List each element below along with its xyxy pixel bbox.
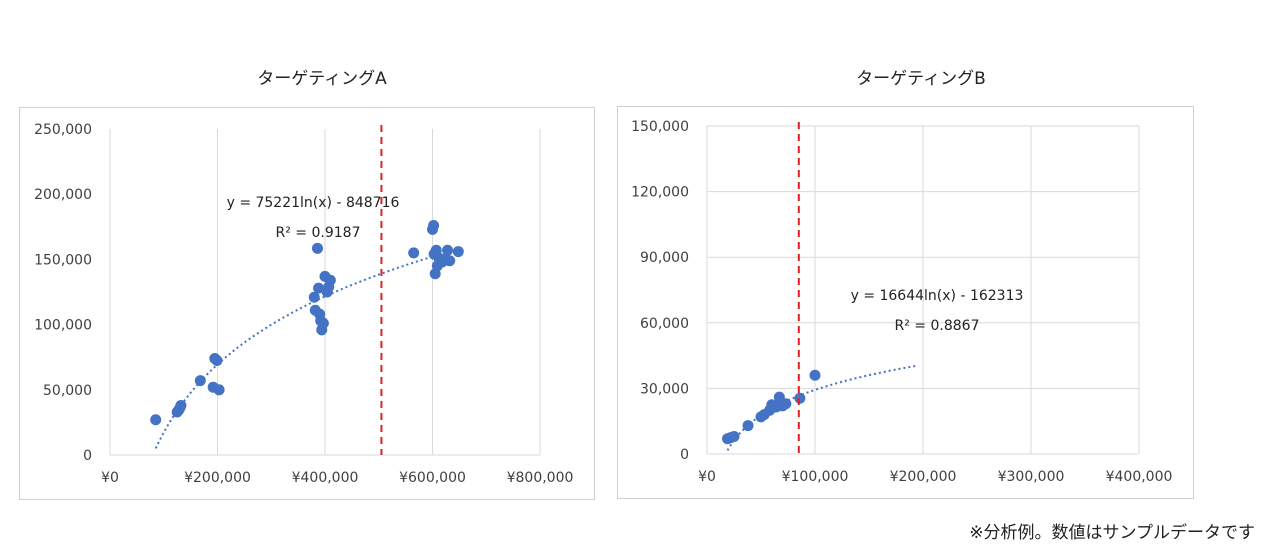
chart-b-data-point [809, 369, 821, 381]
chart-b-y-tick-label: 0 [680, 447, 689, 463]
chart-b-data-point [742, 420, 754, 432]
chart-a-trend-equation: y = 75221ln(x) - 848716 [227, 195, 400, 211]
chart-a-frame [19, 107, 595, 500]
chart-a-data-point [313, 282, 325, 294]
chart-a-data-point [150, 414, 162, 426]
chart-b-frame [617, 106, 1194, 499]
chart-a-data-point [175, 399, 187, 411]
chart-b-y-tick-label: 60,000 [640, 316, 689, 332]
chart-b-data-point [728, 431, 740, 443]
chart-b-x-tick-label: ¥400,000 [1106, 469, 1173, 485]
chart-a-x-tick-label: ¥200,000 [184, 470, 251, 486]
chart-b-x-tick-label: ¥200,000 [890, 469, 957, 485]
chart-a-y-tick-label: 100,000 [34, 318, 92, 334]
chart-b-data-point [794, 392, 806, 404]
chart-a-data-point [428, 219, 440, 231]
chart-a-y-tick-label: 150,000 [34, 252, 92, 268]
chart-a-y-tick-label: 250,000 [34, 122, 92, 138]
chart-b-y-tick-label: 90,000 [640, 250, 689, 266]
chart-a-data-point [311, 242, 323, 254]
chart-a-data-point [194, 375, 206, 387]
chart-a-plot: 0 50,000 100,000 150,000 200,000 250,000 ¥0 ¥20… [34, 122, 573, 486]
chart-a-x-tick-label: ¥400,000 [292, 470, 359, 486]
chart-a-data-point [308, 291, 320, 303]
chart-a-trendline [154, 247, 460, 449]
chart-b-plot: 0 30,000 60,000 90,000 120,000 150,000 ¥0 ¥100,… [631, 119, 1172, 485]
chart-b-trendline [726, 364, 918, 451]
chart-b-x-tick-label: ¥100,000 [782, 469, 849, 485]
chart-a-data-point [408, 247, 420, 259]
chart-b-y-tick-label: 120,000 [631, 185, 689, 201]
chart-a-x-tick-label: ¥600,000 [399, 470, 466, 486]
chart-b-y-tick-label: 30,000 [640, 381, 689, 397]
chart-a-y-tick-label: 50,000 [43, 383, 92, 399]
chart-a-data-point [452, 246, 464, 258]
chart-b-r-squared: R² = 0.8867 [895, 318, 980, 334]
chart-a-r-squared: R² = 0.9187 [276, 225, 361, 241]
chart-a-y-tick-label: 200,000 [34, 187, 92, 203]
chart-a-data-point [211, 354, 223, 366]
chart-a-x-tick-label: ¥800,000 [507, 470, 574, 486]
chart-b-data-point [780, 398, 792, 410]
chart-a-data-point [213, 384, 225, 396]
chart-a-x-tick-label: ¥0 [101, 470, 119, 486]
footnote: ※分析例。数値はサンプルデータです [969, 523, 1255, 543]
chart-b-x-tick-label: ¥300,000 [998, 469, 1065, 485]
chart-b-y-tick-label: 150,000 [631, 119, 689, 135]
chart-b-trend-equation: y = 16644ln(x) - 162313 [851, 288, 1024, 304]
chart-a-y-tick-label: 0 [83, 448, 92, 464]
chart-a-title: ターゲティングA [257, 69, 387, 89]
chart-a-data-point [442, 244, 454, 256]
chart-a-data-point [317, 317, 329, 329]
chart-a-data-point [444, 255, 456, 267]
chart-b-title: ターゲティングB [856, 69, 986, 89]
chart-a-data-point [324, 274, 336, 286]
chart-b-x-tick-label: ¥0 [698, 469, 716, 485]
